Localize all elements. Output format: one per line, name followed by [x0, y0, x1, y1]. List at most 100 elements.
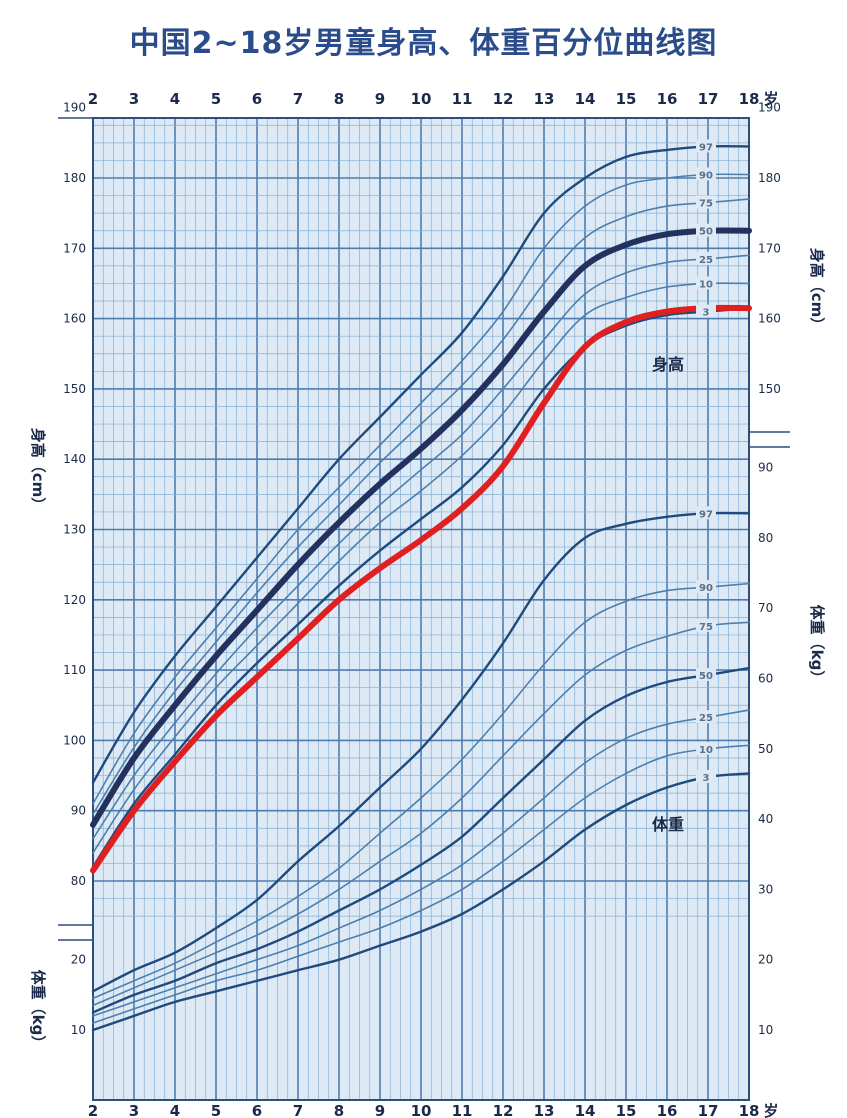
height-p90-label: 90: [699, 170, 713, 181]
height-p3-label-bg: [696, 304, 716, 318]
x-tick-label-top: 11: [452, 90, 473, 108]
x-tick-label-bottom: 6: [252, 1102, 262, 1118]
x-tick-label-top: 9: [375, 90, 385, 108]
weight-p50-label: 50: [699, 671, 713, 682]
y-tick-label-weight-right: 30: [758, 882, 773, 896]
weight-p10-line: [92, 744, 750, 1024]
y-tick-label-height-left: 190: [63, 101, 86, 115]
y-tick-label-height-left: 140: [63, 452, 86, 466]
weight-p97-label: 97: [699, 509, 713, 520]
height-p90-line: [92, 173, 750, 805]
y-tick-label-height-right: 190: [758, 101, 781, 115]
y-tick-label-height-left: 110: [63, 663, 86, 677]
weight-curve-label: 体重: [652, 815, 684, 834]
weight-p97-line: [91, 511, 751, 993]
percentile-labels: 97 90 75 50 25 10 3 97 90 75 50 25 10 3: [696, 139, 716, 784]
x-unit-label-top: 岁: [763, 90, 778, 108]
y-tick-label-height-right: 160: [758, 312, 781, 326]
y-tick-label-height-left: 160: [63, 312, 86, 326]
height-p3-label: 3: [703, 308, 710, 319]
x-tick-label-bottom: 17: [698, 1102, 719, 1118]
weight-p90-label: 90: [699, 583, 713, 594]
x-tick-label-top: 2: [88, 90, 98, 108]
y-tick-label-weight-right: 40: [758, 812, 773, 826]
weight-p25-line: [92, 709, 750, 1017]
weight-p25-label-bg: [696, 710, 716, 724]
weight-p10-label-bg: [696, 741, 716, 755]
height-p25-label-bg: [696, 251, 716, 265]
height-axis-label-right: 身高（cm）: [808, 248, 826, 333]
x-tick-label-bottom: 2: [88, 1102, 98, 1118]
x-tick-label-bottom: 10: [411, 1102, 432, 1118]
height-p75-label: 75: [699, 199, 713, 210]
child-height-line: [90, 304, 752, 874]
height-p50-label: 50: [699, 227, 713, 238]
x-tick-label-top: 5: [211, 90, 221, 108]
x-tick-label-top: 6: [252, 90, 262, 108]
x-tick-label-bottom: 14: [575, 1102, 596, 1118]
weight-p75-label: 75: [699, 622, 713, 633]
y-tick-label-height-left: 130: [63, 523, 86, 537]
y-tick-label-height-left: 100: [63, 733, 86, 747]
height-p75-line: [92, 198, 750, 815]
x-tick-label-top: 17: [698, 90, 719, 108]
y-tick-label-weight-right: 10: [758, 1023, 773, 1037]
y-tick-label-height-left: 180: [63, 171, 86, 185]
x-tick-label-bottom: 13: [534, 1102, 555, 1118]
x-axis-bottom: 2 3 4 5 6 7 8 9 10 11 12 13 14 15 16 17 18 岁: [88, 1102, 779, 1118]
y-tick-label-height-left: 90: [71, 804, 86, 818]
plot-border: [58, 117, 790, 1101]
x-tick-label-bottom: 8: [334, 1102, 344, 1118]
x-tick-label-top: 8: [334, 90, 344, 108]
y-tick-label-height-right: 150: [758, 382, 781, 396]
x-tick-label-bottom: 9: [375, 1102, 385, 1118]
y-tick-label-weight-right: 70: [758, 601, 773, 615]
x-tick-label-bottom: 3: [129, 1102, 139, 1118]
height-p90-label-bg: [696, 167, 716, 181]
height-axis-label-left: 身高（cm）: [29, 428, 47, 513]
weight-p50-label-bg: [696, 667, 716, 681]
page-title: 中国2~18岁男童身高、体重百分位曲线图: [129, 26, 718, 61]
x-tick-label-top: 13: [534, 90, 555, 108]
weight-p3-label: 3: [703, 773, 710, 784]
y-tick-label-weight-right: 20: [758, 953, 773, 967]
x-tick-label-top: 14: [575, 90, 596, 108]
weight-p3-label-bg: [696, 769, 716, 783]
weight-p50-line: [91, 666, 751, 1014]
x-tick-label-bottom: 4: [170, 1102, 180, 1118]
y-tick-label-height-right: 180: [758, 171, 781, 185]
x-tick-label-top: 15: [616, 90, 637, 108]
weight-p97-label-bg: [696, 506, 716, 520]
y-tick-label-height-left: 150: [63, 382, 86, 396]
x-tick-label-top: 12: [493, 90, 514, 108]
weight-series-group: [91, 511, 751, 1032]
x-tick-label-top: 7: [293, 90, 303, 108]
x-tick-label-top: 18: [739, 90, 760, 108]
height-p97-label: 97: [699, 142, 713, 153]
height-p10-label: 10: [699, 279, 713, 290]
y-tick-label-height-left: 120: [63, 593, 86, 607]
y-tick-label-height-left: 170: [63, 241, 86, 255]
x-tick-label-top: 16: [657, 90, 678, 108]
x-tick-label-top: 10: [411, 90, 432, 108]
x-tick-label-top: 3: [129, 90, 139, 108]
y-tick-label-weight-right: 60: [758, 672, 773, 686]
height-p10-label-bg: [696, 276, 716, 290]
plot-frame: [92, 117, 750, 1101]
y-tick-label-weight-right: 80: [758, 531, 773, 545]
weight-p75-label-bg: [696, 618, 716, 632]
x-tick-label-bottom: 5: [211, 1102, 221, 1118]
x-axis-top: 2 3 4 5 6 7 8 9 10 11 12 13 14 15 16 17 18 岁: [88, 90, 779, 108]
weight-p75-line: [92, 621, 750, 1007]
height-p3-line: [91, 306, 751, 869]
x-unit-label-bottom: 岁: [763, 1102, 778, 1118]
height-p97-line: [91, 144, 751, 784]
highlight-series-group: [90, 227, 752, 874]
height-p10-line: [92, 282, 750, 854]
weight-p25-label: 25: [699, 713, 713, 724]
x-tick-label-top: 4: [170, 90, 180, 108]
y-tick-label-weight-right: 90: [758, 461, 773, 475]
height-p97-label-bg: [696, 139, 716, 153]
height-p50-highlight-line: [90, 227, 752, 828]
